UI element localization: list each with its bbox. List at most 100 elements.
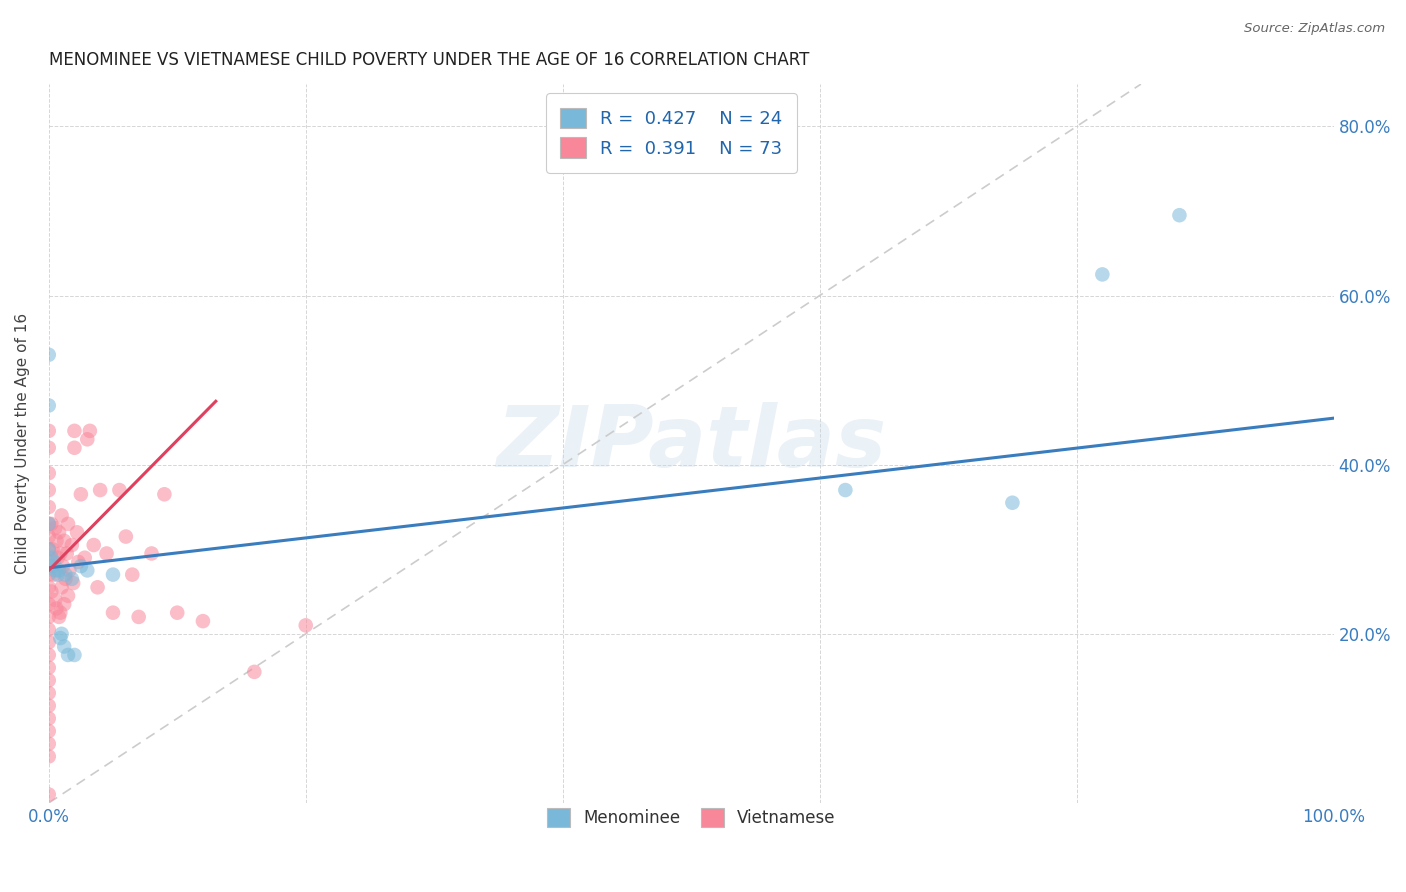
Point [38,610,60,624]
Point [38,466,60,480]
Point [38,580,60,594]
Text: MENOMINEE VS VIETNAMESE CHILD POVERTY UNDER THE AGE OF 16 CORRELATION CHART: MENOMINEE VS VIETNAMESE CHILD POVERTY UN… [49,51,808,69]
Point [41,584,63,599]
Point [115,530,138,544]
Point [38,516,60,531]
Point [38,648,60,662]
Point [76,563,98,577]
Point [73,550,96,565]
Text: ZIPatlas: ZIPatlas [496,402,886,485]
Point [294,618,316,632]
Point [45,533,67,548]
Point [96,546,118,560]
Point [46,550,69,565]
Point [83,538,105,552]
Point [42,555,65,569]
Point [38,623,60,637]
Point [86,580,108,594]
Point [38,711,60,725]
Point [53,597,76,611]
Point [53,640,76,654]
Point [38,597,60,611]
Point [70,487,93,501]
Point [44,521,66,535]
Text: Source: ZipAtlas.com: Source: ZipAtlas.com [1244,22,1385,36]
Point [67,555,90,569]
Point [243,665,266,679]
Point [89,483,111,497]
Point [38,500,60,514]
Point [38,724,60,739]
Point [42,567,65,582]
Point [38,635,60,649]
Point [153,487,176,501]
Point [51,508,73,523]
Point [55,567,77,582]
Point [121,567,143,582]
Point [834,483,856,497]
Point [46,567,69,582]
Point [45,601,67,615]
Point [101,567,124,582]
Point [44,563,66,577]
Point [49,546,72,560]
Point [38,749,60,764]
Point [41,550,63,565]
Point [191,614,214,628]
Point [62,576,84,591]
Point [1091,268,1114,282]
Point [60,572,83,586]
Point [48,525,70,540]
Point [70,559,93,574]
Point [38,660,60,674]
Point [38,483,60,497]
Point [53,533,76,548]
Point [55,572,77,586]
Point [66,525,89,540]
Point [38,686,60,700]
Point [51,580,73,594]
Point [79,424,101,438]
Point [56,589,79,603]
Point [44,593,66,607]
Point [41,542,63,557]
Point [55,546,77,560]
Point [48,563,70,577]
Point [41,516,63,531]
Y-axis label: Child Poverty Under the Age of 16: Child Poverty Under the Age of 16 [15,313,30,574]
Point [48,610,70,624]
Point [63,424,86,438]
Point [52,559,75,574]
Point [76,433,98,447]
Point [38,542,60,557]
Point [101,606,124,620]
Legend: Menominee, Vietnamese: Menominee, Vietnamese [540,802,842,834]
Point [38,788,60,802]
Point [41,559,63,574]
Point [38,698,60,713]
Point [63,648,86,662]
Point [1168,208,1191,222]
Point [38,542,60,557]
Point [38,737,60,751]
Point [141,546,163,560]
Point [56,516,79,531]
Point [38,516,60,531]
Point [38,555,60,569]
Point [128,610,150,624]
Point [38,530,60,544]
Point [58,563,80,577]
Point [38,673,60,688]
Point [38,424,60,438]
Point [38,348,60,362]
Point [63,441,86,455]
Point [38,567,60,582]
Point [56,648,79,662]
Point [49,606,72,620]
Point [51,627,73,641]
Point [60,538,83,552]
Point [38,441,60,455]
Point [38,399,60,413]
Point [108,483,131,497]
Point [166,606,188,620]
